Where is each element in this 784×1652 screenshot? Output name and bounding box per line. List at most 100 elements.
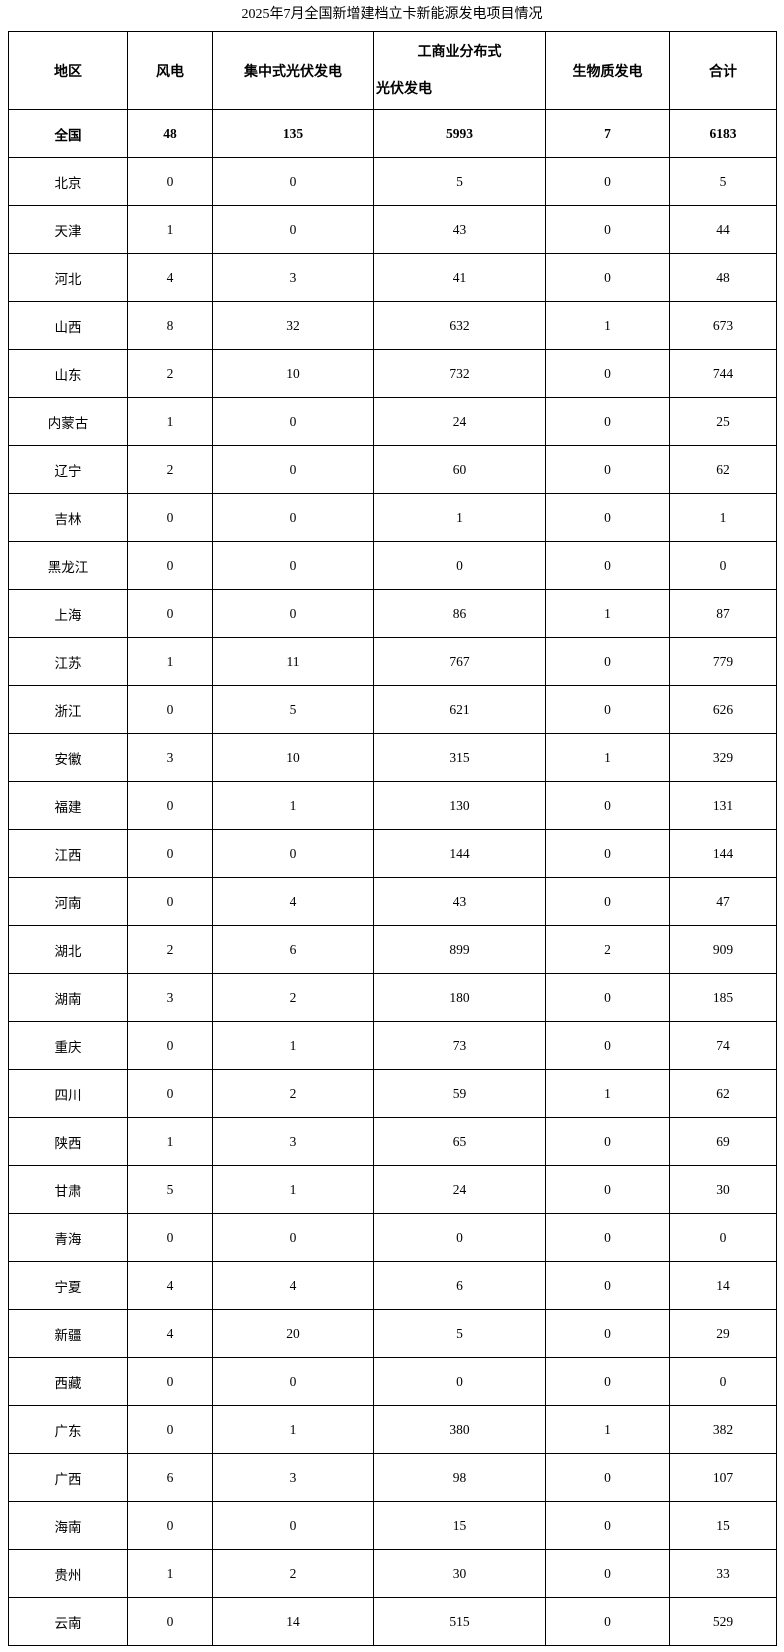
region-cell: 海南 xyxy=(8,1501,128,1550)
value-cell: 0 xyxy=(545,973,670,1022)
value-cell: 5 xyxy=(373,1309,546,1358)
value-cell: 10 xyxy=(212,733,374,782)
value-cell: 2 xyxy=(545,925,670,974)
table-row: 海南 0 0 15 0 15 xyxy=(8,1501,777,1550)
value-cell: 0 xyxy=(127,1021,213,1070)
value-cell: 0 xyxy=(545,157,670,206)
value-cell: 180 xyxy=(373,973,546,1022)
value-cell: 2 xyxy=(212,973,374,1022)
value-cell: 3 xyxy=(212,1453,374,1502)
value-cell: 2 xyxy=(127,349,213,398)
value-cell: 0 xyxy=(545,397,670,446)
value-cell: 48 xyxy=(127,109,213,158)
value-cell: 10 xyxy=(212,349,374,398)
value-cell: 0 xyxy=(212,445,374,494)
table-row: 山西 8 32 632 1 673 xyxy=(8,301,777,350)
table-row: 陕西 1 3 65 0 69 xyxy=(8,1117,777,1166)
value-cell: 43 xyxy=(373,205,546,254)
col-header-commercial-distributed-pv: 工商业分布式 光伏发电 xyxy=(373,31,546,110)
value-cell: 24 xyxy=(373,1165,546,1214)
value-cell: 47 xyxy=(669,877,777,926)
value-cell: 0 xyxy=(545,1357,670,1406)
value-cell: 1 xyxy=(127,205,213,254)
value-cell: 1 xyxy=(545,1405,670,1454)
value-cell: 0 xyxy=(127,589,213,638)
col-header-commercial-pv-line2: 光伏发电 xyxy=(376,82,432,97)
value-cell: 0 xyxy=(545,445,670,494)
value-cell: 1 xyxy=(212,1165,374,1214)
value-cell: 0 xyxy=(212,1213,374,1262)
value-cell: 48 xyxy=(669,253,777,302)
value-cell: 329 xyxy=(669,733,777,782)
value-cell: 6 xyxy=(127,1453,213,1502)
value-cell: 0 xyxy=(212,1501,374,1550)
value-cell: 135 xyxy=(212,109,374,158)
value-cell: 909 xyxy=(669,925,777,974)
region-cell: 黑龙江 xyxy=(8,541,128,590)
value-cell: 2 xyxy=(212,1069,374,1118)
value-cell: 62 xyxy=(669,445,777,494)
region-cell: 山西 xyxy=(8,301,128,350)
value-cell: 6 xyxy=(373,1261,546,1310)
region-cell: 全国 xyxy=(8,109,128,158)
value-cell: 1 xyxy=(127,1117,213,1166)
value-cell: 0 xyxy=(212,205,374,254)
value-cell: 0 xyxy=(545,1453,670,1502)
value-cell: 2 xyxy=(212,1549,374,1598)
region-cell: 内蒙古 xyxy=(8,397,128,446)
table-row: 福建 0 1 130 0 131 xyxy=(8,781,777,830)
value-cell: 98 xyxy=(373,1453,546,1502)
value-cell: 0 xyxy=(212,157,374,206)
table-body: 全国 48 135 5993 7 6183 北京 0 0 5 0 5 天津 1 0 43 0 44 河北 4 3 41 0 4… xyxy=(8,109,777,1646)
value-cell: 14 xyxy=(212,1597,374,1646)
table-row: 云南 0 14 515 0 529 xyxy=(8,1597,777,1646)
value-cell: 0 xyxy=(545,541,670,590)
value-cell: 0 xyxy=(127,1405,213,1454)
col-header-commercial-pv-line1: 工商业分布式 xyxy=(417,45,502,60)
region-cell: 湖北 xyxy=(8,925,128,974)
region-cell: 贵州 xyxy=(8,1549,128,1598)
value-cell: 0 xyxy=(127,781,213,830)
value-cell: 0 xyxy=(545,349,670,398)
value-cell: 744 xyxy=(669,349,777,398)
value-cell: 0 xyxy=(545,1021,670,1070)
table-row: 内蒙古 1 0 24 0 25 xyxy=(8,397,777,446)
value-cell: 0 xyxy=(373,541,546,590)
value-cell: 0 xyxy=(545,253,670,302)
table-row: 新疆 4 20 5 0 29 xyxy=(8,1309,777,1358)
value-cell: 7 xyxy=(545,109,670,158)
table-row: 四川 0 2 59 1 62 xyxy=(8,1069,777,1118)
value-cell: 30 xyxy=(669,1165,777,1214)
value-cell: 6183 xyxy=(669,109,777,158)
value-cell: 2 xyxy=(127,445,213,494)
table-row: 天津 1 0 43 0 44 xyxy=(8,205,777,254)
value-cell: 185 xyxy=(669,973,777,1022)
value-cell: 0 xyxy=(127,877,213,926)
value-cell: 0 xyxy=(127,685,213,734)
table-row: 浙江 0 5 621 0 626 xyxy=(8,685,777,734)
table-row: 广西 6 3 98 0 107 xyxy=(8,1453,777,1502)
value-cell: 673 xyxy=(669,301,777,350)
value-cell: 0 xyxy=(545,877,670,926)
region-cell: 甘肃 xyxy=(8,1165,128,1214)
value-cell: 11 xyxy=(212,637,374,686)
table-row: 甘肃 5 1 24 0 30 xyxy=(8,1165,777,1214)
value-cell: 0 xyxy=(127,1597,213,1646)
value-cell: 0 xyxy=(127,541,213,590)
value-cell: 73 xyxy=(373,1021,546,1070)
value-cell: 0 xyxy=(127,1213,213,1262)
value-cell: 0 xyxy=(545,1165,670,1214)
value-cell: 0 xyxy=(545,1597,670,1646)
value-cell: 3 xyxy=(212,1117,374,1166)
value-cell: 1 xyxy=(127,1549,213,1598)
region-cell: 广东 xyxy=(8,1405,128,1454)
value-cell: 0 xyxy=(545,205,670,254)
value-cell: 3 xyxy=(127,733,213,782)
region-cell: 陕西 xyxy=(8,1117,128,1166)
value-cell: 32 xyxy=(212,301,374,350)
value-cell: 5993 xyxy=(373,109,546,158)
table-row: 贵州 1 2 30 0 33 xyxy=(8,1549,777,1598)
value-cell: 0 xyxy=(545,493,670,542)
value-cell: 5 xyxy=(669,157,777,206)
value-cell: 1 xyxy=(545,733,670,782)
